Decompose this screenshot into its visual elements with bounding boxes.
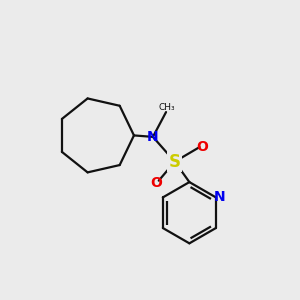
Text: O: O	[151, 176, 162, 190]
Text: N: N	[214, 190, 226, 204]
Text: O: O	[196, 140, 208, 154]
Text: CH₃: CH₃	[159, 103, 175, 112]
Text: S: S	[169, 153, 181, 171]
Text: N: N	[147, 130, 159, 144]
